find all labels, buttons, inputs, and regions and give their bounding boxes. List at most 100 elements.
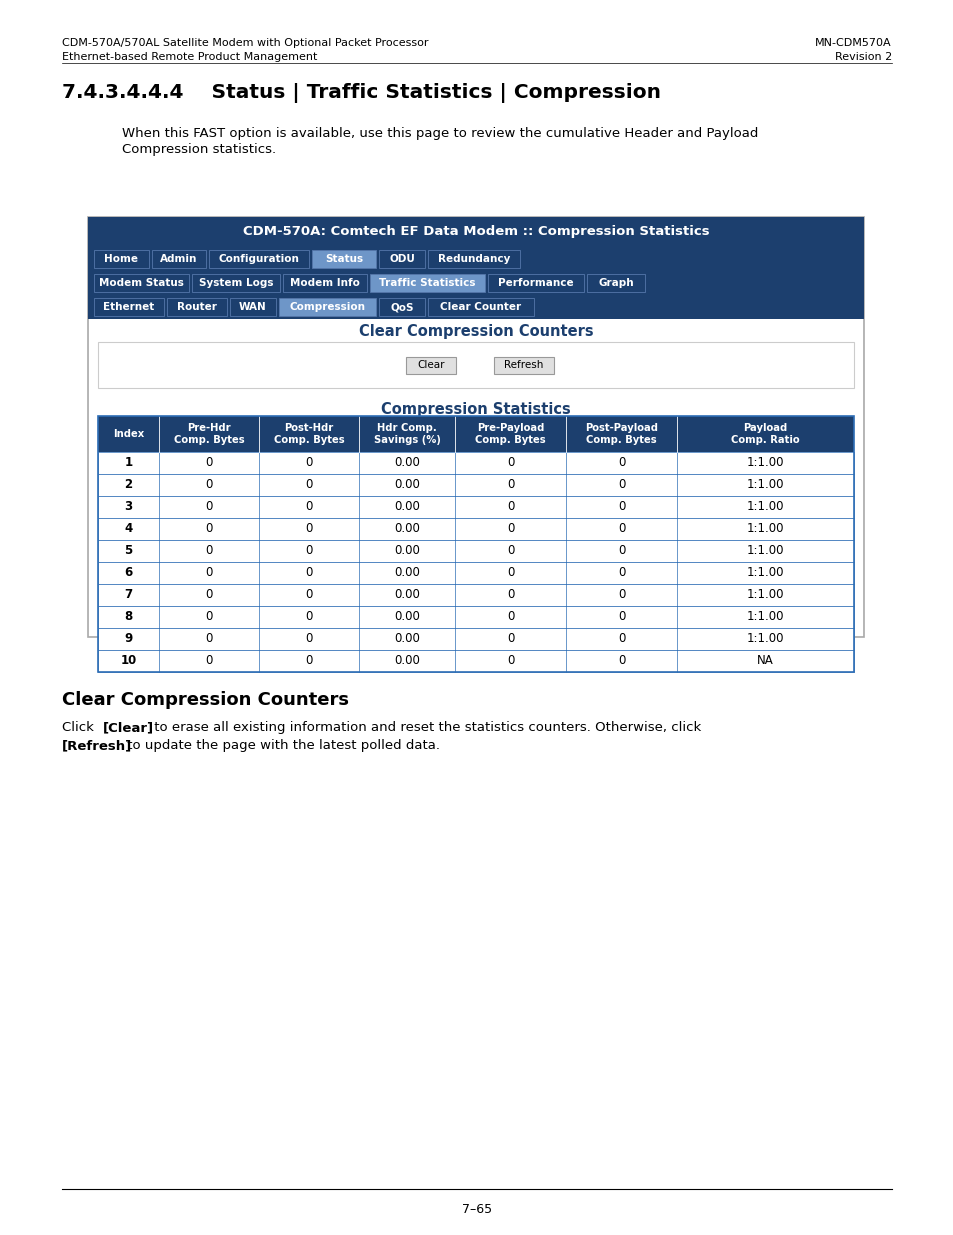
Text: Click: Click [62, 721, 98, 734]
Text: 7.4.3.4.4.4    Status | Traffic Statistics | Compression: 7.4.3.4.4.4 Status | Traffic Statistics … [62, 83, 660, 103]
Text: MN-CDM570A: MN-CDM570A [815, 38, 891, 48]
Bar [89, 317, 862, 636]
Text: 1: 1 [124, 457, 132, 469]
Text: 0: 0 [205, 522, 213, 536]
Text: 0: 0 [305, 610, 313, 624]
Bar [378, 298, 424, 316]
Text: Admin: Admin [160, 254, 197, 264]
Text: Refresh: Refresh [504, 359, 543, 370]
Text: 0: 0 [618, 589, 624, 601]
Text: 0: 0 [618, 545, 624, 557]
Text: Redundancy: Redundancy [437, 254, 510, 264]
Bar [94, 274, 189, 291]
Bar [283, 274, 367, 291]
Text: 0: 0 [506, 589, 514, 601]
Text: Pre-Payload
Comp. Bytes: Pre-Payload Comp. Bytes [475, 424, 545, 445]
Bar [209, 249, 309, 268]
Bar [88, 217, 863, 637]
Text: Clear Compression Counters: Clear Compression Counters [62, 692, 349, 709]
Bar [98, 629, 853, 650]
Text: Router: Router [177, 303, 216, 312]
Text: 0: 0 [618, 457, 624, 469]
Bar [378, 249, 424, 268]
Text: Post-Payload
Comp. Bytes: Post-Payload Comp. Bytes [584, 424, 658, 445]
Text: Modem Info: Modem Info [290, 278, 359, 288]
Bar [98, 584, 853, 606]
Bar [88, 270, 863, 295]
Bar [167, 298, 227, 316]
Bar [192, 274, 280, 291]
Text: 7: 7 [124, 589, 132, 601]
Text: Compression Statistics: Compression Statistics [381, 403, 570, 417]
Text: 1:1.00: 1:1.00 [746, 478, 783, 492]
Text: 0.00: 0.00 [394, 632, 419, 646]
Text: Traffic Statistics: Traffic Statistics [379, 278, 476, 288]
Text: 1:1.00: 1:1.00 [746, 567, 783, 579]
Bar [370, 274, 484, 291]
Text: CDM-570A/570AL Satellite Modem with Optional Packet Processor: CDM-570A/570AL Satellite Modem with Opti… [62, 38, 428, 48]
Text: 0.00: 0.00 [394, 478, 419, 492]
Text: 0: 0 [618, 478, 624, 492]
Text: 0: 0 [506, 632, 514, 646]
Bar [94, 298, 164, 316]
Bar [98, 416, 853, 452]
Text: Post-Hdr
Comp. Bytes: Post-Hdr Comp. Bytes [274, 424, 344, 445]
Text: 1:1.00: 1:1.00 [746, 589, 783, 601]
Bar [428, 249, 519, 268]
Bar [98, 606, 853, 629]
Bar [98, 496, 853, 517]
Text: 0.00: 0.00 [394, 567, 419, 579]
Text: 0: 0 [205, 500, 213, 514]
Text: Graph: Graph [598, 278, 633, 288]
Text: Revision 2: Revision 2 [834, 52, 891, 62]
Text: to update the page with the latest polled data.: to update the page with the latest polle… [123, 739, 439, 752]
Text: 0.00: 0.00 [394, 500, 419, 514]
Text: 0: 0 [618, 567, 624, 579]
Text: Pre-Hdr
Comp. Bytes: Pre-Hdr Comp. Bytes [173, 424, 244, 445]
Bar [488, 274, 583, 291]
Bar [98, 540, 853, 562]
Text: System Logs: System Logs [198, 278, 273, 288]
Bar [88, 295, 863, 319]
Text: 4: 4 [124, 522, 132, 536]
Text: Hdr Comp.
Savings (%): Hdr Comp. Savings (%) [374, 424, 440, 445]
Text: 1:1.00: 1:1.00 [746, 522, 783, 536]
Text: Payload
Comp. Ratio: Payload Comp. Ratio [730, 424, 799, 445]
Text: 0: 0 [506, 500, 514, 514]
Text: 0: 0 [305, 632, 313, 646]
Bar [94, 249, 149, 268]
Text: Configuration: Configuration [218, 254, 299, 264]
Text: Clear: Clear [416, 359, 444, 370]
Text: 0: 0 [506, 457, 514, 469]
Text: 5: 5 [124, 545, 132, 557]
Text: 0: 0 [205, 610, 213, 624]
Text: 0: 0 [618, 500, 624, 514]
Text: 0: 0 [305, 500, 313, 514]
Text: 2: 2 [124, 478, 132, 492]
Text: 0: 0 [305, 589, 313, 601]
Text: Compression statistics.: Compression statistics. [122, 143, 275, 156]
Text: 0: 0 [205, 632, 213, 646]
Text: 0: 0 [506, 545, 514, 557]
Text: 0: 0 [506, 567, 514, 579]
Text: 0: 0 [205, 457, 213, 469]
Text: 0: 0 [506, 655, 514, 667]
Bar [152, 249, 206, 268]
Text: 7–65: 7–65 [461, 1203, 492, 1216]
Text: 0: 0 [506, 478, 514, 492]
Bar [98, 474, 853, 496]
Bar [98, 650, 853, 672]
Bar [98, 517, 853, 540]
Text: 1:1.00: 1:1.00 [746, 545, 783, 557]
Bar [98, 342, 853, 388]
Text: [Clear]: [Clear] [103, 721, 153, 734]
Text: 3: 3 [124, 500, 132, 514]
Text: 0.00: 0.00 [394, 589, 419, 601]
Text: 0: 0 [205, 655, 213, 667]
Bar [230, 298, 275, 316]
Text: 0: 0 [205, 478, 213, 492]
Text: 10: 10 [120, 655, 136, 667]
Text: 0: 0 [506, 610, 514, 624]
Text: NA: NA [757, 655, 773, 667]
Text: Status: Status [325, 254, 363, 264]
